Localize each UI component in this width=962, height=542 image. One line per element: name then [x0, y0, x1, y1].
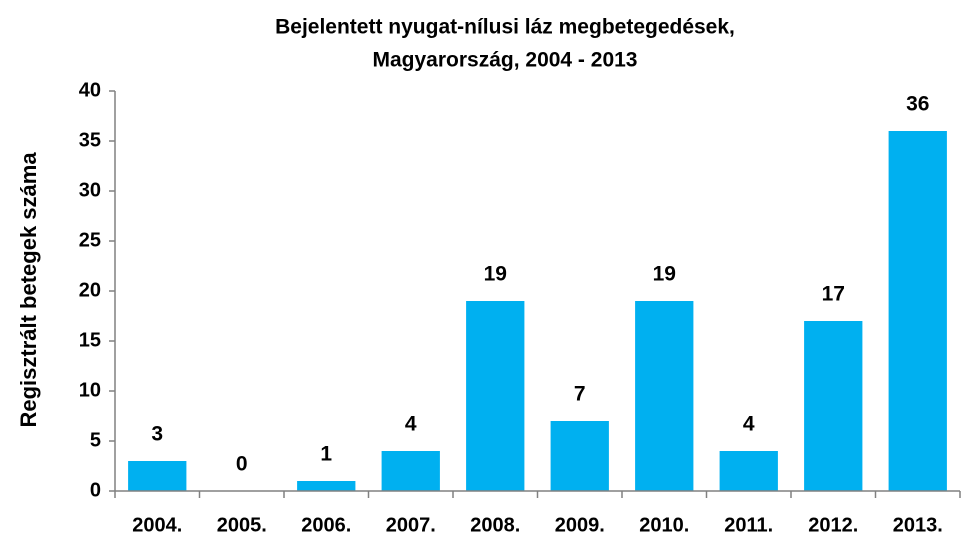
y-tick-label: 10 [79, 379, 101, 401]
x-tick-label: 2005. [217, 514, 267, 536]
bar [719, 451, 778, 491]
data-label: 7 [574, 383, 586, 406]
data-label: 19 [653, 263, 676, 286]
bar [466, 301, 525, 491]
data-label: 3 [151, 423, 163, 446]
x-tick-label: 2004. [132, 514, 182, 536]
x-tick-label: 2013. [893, 514, 943, 536]
x-tick-label: 2012. [808, 514, 858, 536]
x-tick-label: 2006. [301, 514, 351, 536]
x-tick-label: 2007. [386, 514, 436, 536]
y-tick-label: 35 [79, 129, 101, 151]
bar [888, 131, 947, 491]
data-label: 0 [236, 453, 248, 476]
y-tick-label: 30 [79, 179, 101, 201]
x-tick-label: 2008. [470, 514, 520, 536]
bar [635, 301, 694, 491]
bar [804, 321, 863, 491]
y-axis-label: Regisztrált betegek száma [16, 152, 41, 428]
data-label: 36 [906, 93, 929, 116]
data-label: 1 [320, 443, 332, 466]
y-tick-label: 40 [79, 79, 101, 101]
chart-title: Bejelentett nyugat-nílusi láz megbeteged… [275, 16, 735, 39]
bar [550, 421, 609, 491]
y-tick-label: 20 [79, 279, 101, 301]
x-tick-label: 2009. [555, 514, 605, 536]
data-label: 4 [743, 413, 755, 436]
y-tick-label: 5 [90, 429, 101, 451]
chart-title: Magyarország, 2004 - 2013 [373, 49, 638, 72]
x-tick-label: 2010. [639, 514, 689, 536]
x-tick-label: 2011. [724, 514, 773, 536]
y-tick-label: 25 [79, 229, 101, 251]
data-label: 4 [405, 413, 417, 436]
y-tick-label: 0 [90, 479, 101, 501]
data-label: 19 [484, 263, 507, 286]
bar [128, 461, 187, 491]
data-label: 17 [822, 283, 845, 306]
bar [381, 451, 440, 491]
y-tick-label: 15 [79, 329, 101, 351]
bar [297, 481, 356, 491]
